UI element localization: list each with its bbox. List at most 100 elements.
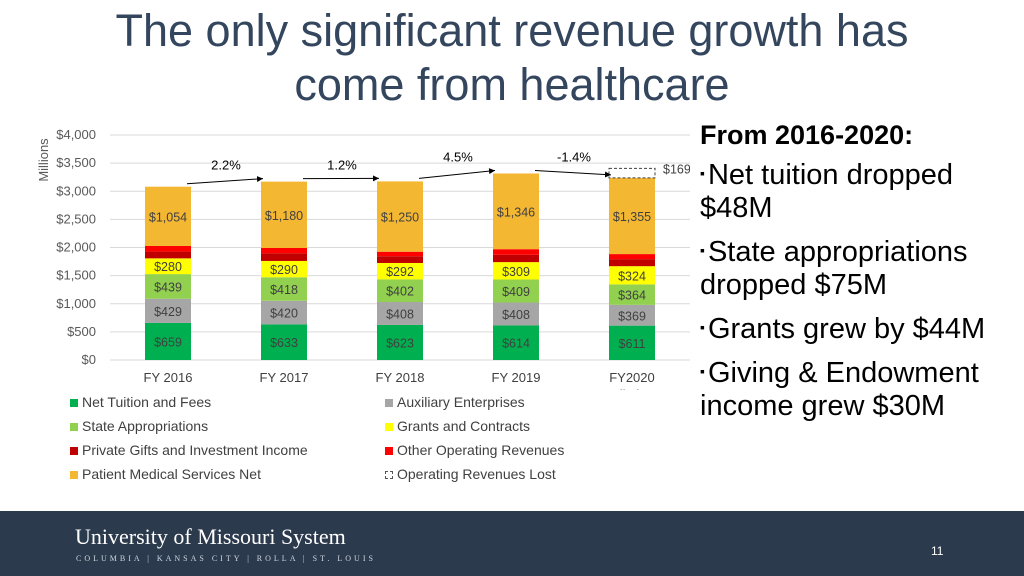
title-line-2: come from healthcare	[294, 59, 730, 110]
data-label: $408	[502, 308, 530, 322]
legend-label: Auxiliary Enterprises	[397, 394, 525, 410]
x-tick-label: FY 2017	[260, 370, 309, 385]
bar-segment	[145, 298, 191, 323]
y-tick-label: $500	[67, 324, 96, 339]
y-tick-label: $3,000	[56, 183, 96, 198]
bar-segment	[377, 181, 423, 252]
y-axis-title: Millions	[36, 138, 51, 182]
data-label: $408	[386, 307, 414, 321]
y-tick-label: $2,000	[56, 240, 96, 255]
bar-segment	[261, 253, 307, 261]
data-label: $439	[154, 280, 182, 294]
bullet-marker-icon: ▪	[700, 242, 705, 258]
bar-segment	[145, 258, 191, 275]
x-tick-label: FY2020	[609, 370, 655, 385]
title-line-1: The only significant revenue growth has	[115, 5, 909, 56]
legend-item: Other Operating Revenues	[385, 440, 564, 464]
x-tick-label: FY 2018	[376, 370, 425, 385]
growth-arrow	[418, 168, 496, 179]
bullet-text: Net tuition dropped $48M	[700, 159, 954, 224]
data-label: $659	[154, 335, 182, 349]
y-tick-label: $1,000	[56, 296, 96, 311]
legend-swatch	[385, 447, 393, 455]
legend-swatch	[385, 423, 393, 431]
data-label: $409	[502, 285, 530, 299]
growth-arrow	[534, 169, 612, 178]
bar-segment	[493, 325, 539, 360]
bar-segment	[609, 325, 655, 360]
y-tick-label: $3,500	[56, 155, 96, 170]
bar-segment	[377, 256, 423, 263]
bar-segment	[493, 249, 539, 255]
legend-label: State Appropriations	[82, 418, 209, 434]
data-label: $611	[619, 337, 646, 351]
data-label: $429	[154, 305, 182, 319]
legend-swatch	[70, 423, 78, 431]
bar-segment	[377, 324, 423, 360]
bar-segment	[609, 177, 655, 255]
y-tick-label: $2,500	[56, 211, 96, 226]
legend-swatch	[70, 471, 78, 479]
bar-segment	[377, 279, 423, 303]
bar-segment	[493, 302, 539, 326]
bar-segment	[609, 304, 655, 326]
data-label: $292	[386, 265, 414, 279]
data-label: $290	[270, 263, 298, 277]
data-label: $420	[270, 307, 298, 321]
bar-segment	[261, 181, 307, 249]
data-label: $402	[386, 285, 414, 299]
page-number: 11	[931, 544, 944, 558]
legend-label: Other Operating Revenues	[397, 442, 565, 458]
legend-swatch	[385, 471, 393, 479]
growth-arrow	[186, 176, 264, 185]
bar-segment	[145, 274, 191, 299]
bullets-heading: From 2016-2020:	[700, 120, 914, 150]
data-label: $614	[502, 337, 530, 351]
data-label: $1,250	[381, 211, 419, 225]
bullet-tuition: ▪ Net tuition dropped $48M	[700, 157, 1010, 225]
growth-label: 2.2%	[211, 158, 241, 173]
legend-label: Operating Revenues Lost	[397, 466, 556, 482]
data-label: $309	[502, 265, 530, 279]
x-tick-label: FY 2019	[492, 370, 541, 385]
bar-segment	[145, 251, 191, 259]
bar-segment	[261, 324, 307, 360]
growth-label: 4.5%	[443, 149, 473, 164]
legend-swatch	[70, 447, 78, 455]
bar-segment	[493, 279, 539, 303]
bar-segment	[145, 245, 191, 252]
data-label: $324	[618, 269, 646, 283]
bar-segment	[261, 248, 307, 254]
bar-segment	[609, 284, 655, 305]
bar-segment	[377, 251, 423, 257]
bullet-text: Grants grew by $44M	[707, 313, 986, 345]
data-label: $1,346	[497, 205, 535, 219]
data-label: $1,054	[149, 210, 187, 224]
growth-label: -1.4%	[557, 149, 591, 164]
y-tick-label: $0	[82, 352, 96, 367]
bar-segment	[261, 300, 307, 325]
bar-segment	[493, 262, 539, 280]
legend-item: Patient Medical Services Net	[70, 464, 261, 488]
bullet-marker-icon: ▪	[700, 319, 705, 335]
data-label: $169	[663, 162, 690, 176]
bullet-marker-icon: ▪	[700, 165, 705, 181]
bar-segment	[609, 254, 655, 260]
bar-segment	[609, 266, 655, 285]
data-label: $623	[386, 336, 414, 350]
bullet-text: State appropriations dropped $75M	[700, 236, 968, 301]
bar-segment	[145, 322, 191, 360]
slide-title: The only significant revenue growth has …	[0, 4, 1024, 112]
summary-bullets: From 2016-2020: ▪ Net tuition dropped $48…	[700, 120, 1010, 432]
bullet-marker-icon: ▪	[700, 363, 705, 379]
data-label: $418	[270, 283, 298, 297]
x-tick-sublabel: Preliminary	[599, 387, 665, 390]
bar-segment	[493, 254, 539, 263]
y-tick-label: $4,000	[56, 127, 96, 142]
bullet-giving: ▪ Giving & Endowment income grew $30M	[700, 355, 1010, 423]
legend-label: Grants and Contracts	[397, 418, 531, 434]
legend-item: Private Gifts and Investment Income	[70, 440, 308, 464]
legend-item: Auxiliary Enterprises	[385, 392, 525, 416]
bar-segment	[261, 277, 307, 301]
footer-bar: University of Missouri System COLUMBIA |…	[0, 511, 1024, 576]
